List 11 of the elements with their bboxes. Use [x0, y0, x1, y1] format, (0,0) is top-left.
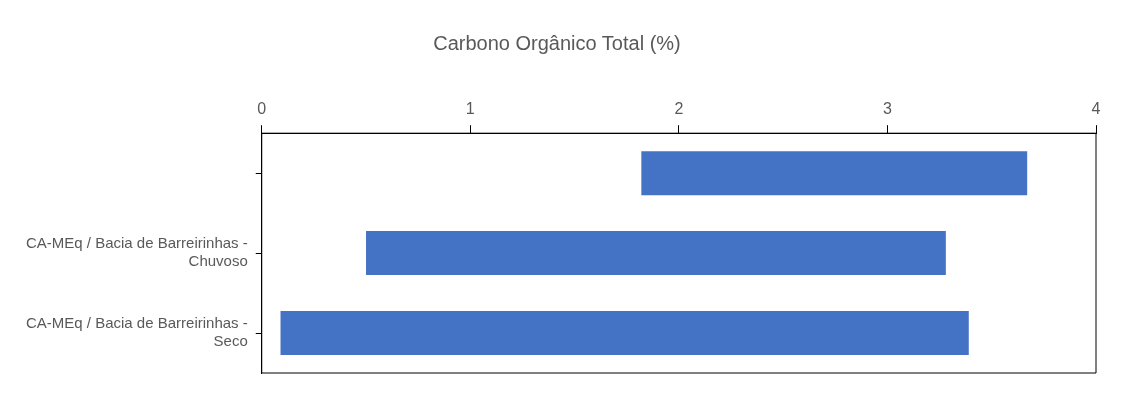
bar [280, 311, 969, 356]
y-tick-label: CA-MEq / Bacia de Barreirinhas - Seco [26, 314, 248, 350]
bar [641, 151, 1028, 196]
x-tick-label: 4 [1091, 100, 1101, 118]
x-tick-label: 3 [882, 100, 892, 118]
x-tick-label: 2 [674, 100, 684, 118]
bar [366, 231, 946, 276]
x-tick-label: 0 [257, 100, 267, 118]
y-tick-label: CA-MEq / Bacia de Barreirinhas - Chuvoso [26, 234, 248, 270]
chart-title: Carbono Orgânico Total (%) [433, 31, 681, 54]
x-tick-label: 1 [465, 100, 475, 118]
